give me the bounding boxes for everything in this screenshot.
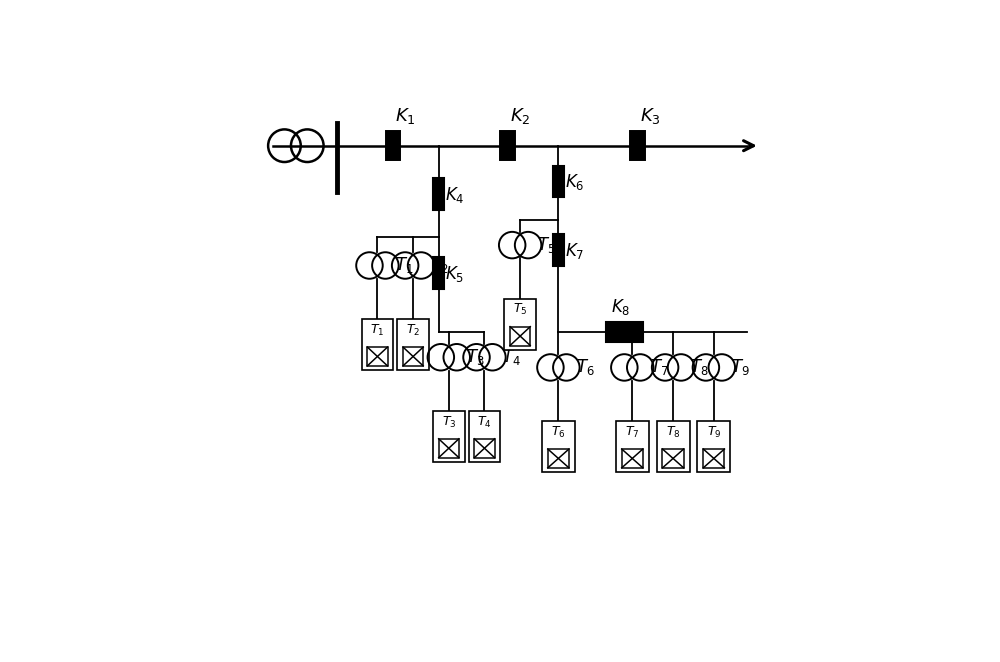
Text: $T_9$: $T_9$ [707,424,721,440]
Bar [657,421,690,472]
Text: $K_2$: $K_2$ [510,107,531,126]
Text: $K_5$: $K_5$ [445,264,464,284]
Bar [606,322,643,342]
Bar [386,131,400,160]
Bar [397,319,429,370]
Bar [622,449,643,468]
Text: $T_4$: $T_4$ [502,348,521,367]
Bar [474,439,495,457]
Bar [362,319,393,370]
Text: $T_6$: $T_6$ [576,357,594,377]
Text: $T_5$: $T_5$ [513,303,527,317]
Bar [433,258,444,289]
Bar [697,421,730,472]
Text: $T_8$: $T_8$ [666,424,680,440]
Text: $T_2$: $T_2$ [430,256,449,275]
Text: $T_9$: $T_9$ [731,357,750,377]
Bar [542,421,575,472]
Text: $T_5$: $T_5$ [537,235,556,255]
Bar [662,449,684,468]
Bar [469,410,500,462]
Bar [500,131,515,160]
Text: $K_3$: $K_3$ [640,107,661,126]
Bar [367,347,388,366]
Bar [703,449,724,468]
Text: $T_2$: $T_2$ [406,322,420,338]
Text: $T_1$: $T_1$ [395,256,413,275]
Text: $K_1$: $K_1$ [395,107,416,126]
Bar [439,439,459,457]
Bar [553,166,564,197]
Bar [548,449,569,468]
Text: $T_3$: $T_3$ [466,348,485,367]
Text: $T_4$: $T_4$ [477,414,492,430]
Text: $K_6$: $K_6$ [565,172,585,193]
Text: $K_8$: $K_8$ [611,297,631,318]
Bar [510,326,530,346]
Bar [403,347,423,366]
Bar [553,234,564,266]
Text: $K_7$: $K_7$ [565,241,584,261]
Bar [433,410,465,462]
Bar [433,178,444,210]
Bar [504,299,536,350]
Text: $T_7$: $T_7$ [625,424,640,440]
Text: $T_7$: $T_7$ [650,357,668,377]
Text: $T_6$: $T_6$ [551,424,566,440]
Text: $T_1$: $T_1$ [370,322,385,338]
Text: $T_8$: $T_8$ [690,357,709,377]
Text: $K_4$: $K_4$ [445,185,465,205]
Bar [616,421,649,472]
Bar [630,131,645,160]
Text: $T_3$: $T_3$ [442,414,456,430]
